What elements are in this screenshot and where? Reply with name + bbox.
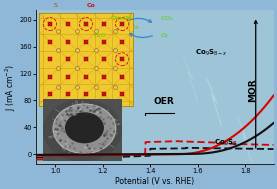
Text: OER: OER (154, 97, 175, 106)
FancyArrowPatch shape (130, 34, 152, 38)
Text: Co$_9$S$_{8-x}$: Co$_9$S$_{8-x}$ (195, 48, 228, 58)
Text: H$_2$O: H$_2$O (93, 31, 107, 40)
Text: CH$_3$OH: CH$_3$OH (110, 14, 133, 23)
Y-axis label: J (mA cm$^{-2}$): J (mA cm$^{-2}$) (4, 63, 18, 111)
Text: V$_s$: V$_s$ (134, 23, 141, 32)
Text: CO$_2$: CO$_2$ (160, 14, 173, 23)
FancyArrowPatch shape (129, 18, 152, 22)
X-axis label: Potential (V vs. RHE): Potential (V vs. RHE) (115, 177, 194, 186)
Text: MOR: MOR (248, 79, 258, 102)
Text: O$_2$: O$_2$ (160, 31, 169, 40)
Text: Co$_9$S$_8$: Co$_9$S$_8$ (214, 138, 237, 148)
